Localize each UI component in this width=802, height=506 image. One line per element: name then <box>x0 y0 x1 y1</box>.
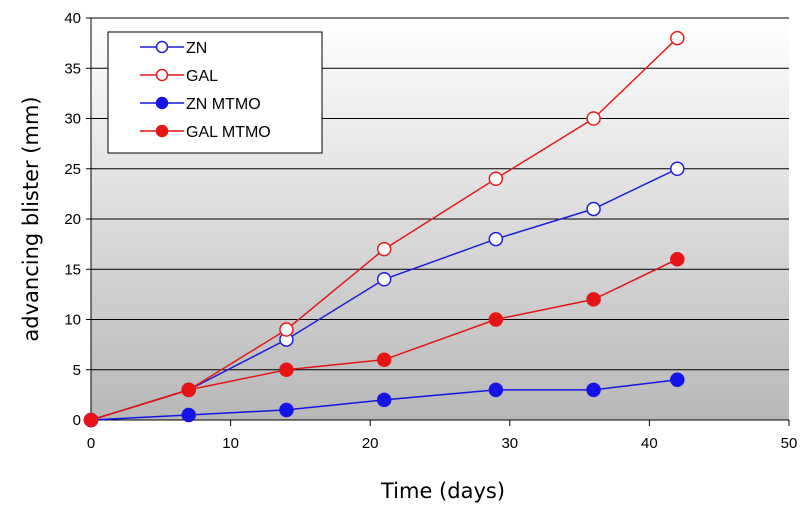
point-zn-5 <box>586 201 601 217</box>
x-tick-label-50: 50 <box>781 435 798 452</box>
y-tick-label-30: 30 <box>64 111 81 128</box>
y-tick-label-35: 35 <box>64 60 81 77</box>
point-gal-mtmo-0 <box>83 412 99 428</box>
x-tick-label-0: 0 <box>87 435 95 452</box>
point-gal-mtmo-4 <box>488 312 504 327</box>
legend-marker-gal <box>155 68 169 82</box>
y-tick-label-5: 5 <box>73 362 81 379</box>
point-gal-2 <box>279 322 294 337</box>
point-gal-3 <box>376 241 392 257</box>
y-tick-label-10: 10 <box>64 312 81 329</box>
y-tick-label-15: 15 <box>64 261 81 278</box>
x-axis-title: Time (days) <box>380 479 505 503</box>
point-gal-mtmo-1 <box>181 382 196 398</box>
point-gal-mtmo-6 <box>670 251 685 267</box>
series-group <box>83 30 685 428</box>
y-axis-title: advancing blister (mm) <box>19 96 43 341</box>
legend-label-gal-mtmo: GAL MTMO <box>186 124 271 141</box>
y-tick-labels: 0 5 10 15 20 25 30 35 40 <box>64 10 81 429</box>
x-tick-label-20: 20 <box>362 435 379 452</box>
y-tick-label-40: 40 <box>64 10 81 27</box>
point-gal-4 <box>488 171 504 187</box>
legend-label-gal: GAL <box>186 68 218 85</box>
legend-label-zn: ZN <box>186 40 207 57</box>
point-gal-mtmo-2 <box>279 362 294 377</box>
point-gal-6 <box>670 30 685 46</box>
legend-marker-gal-mtmo <box>155 124 169 138</box>
legend-marker-zn-mtmo <box>155 96 169 110</box>
x-tick-label-40: 40 <box>641 435 658 452</box>
point-zn-mtmo-4 <box>488 382 504 398</box>
legend: ZN GAL ZN MTMO GAL MTMO <box>107 31 323 154</box>
point-zn-4 <box>488 231 504 247</box>
y-tick-label-25: 25 <box>64 161 81 178</box>
legend-box <box>107 31 323 154</box>
point-zn-mtmo-2 <box>279 402 294 418</box>
point-gal-5 <box>586 111 601 126</box>
legend-marker-zn <box>155 40 169 54</box>
point-zn-mtmo-3 <box>376 392 392 408</box>
x-tick-label-10: 10 <box>222 435 239 452</box>
series-gal-mtmo <box>83 251 685 428</box>
point-zn-6 <box>670 161 685 176</box>
gridlines <box>91 17 789 371</box>
legend-label-zn-mtmo: ZN MTMO <box>186 96 261 113</box>
x-tick-label-30: 30 <box>501 435 518 452</box>
point-gal-mtmo-3 <box>376 352 392 367</box>
point-zn-3 <box>376 272 392 287</box>
point-gal-mtmo-5 <box>586 292 601 307</box>
point-zn-mtmo-1 <box>181 407 196 423</box>
y-tick-label-0: 0 <box>73 412 81 429</box>
point-zn-mtmo-6 <box>670 372 685 388</box>
point-zn-mtmo-5 <box>586 382 601 398</box>
y-tick-label-20: 20 <box>64 211 81 228</box>
x-tick-labels: 0 10 20 30 40 50 <box>87 435 798 452</box>
